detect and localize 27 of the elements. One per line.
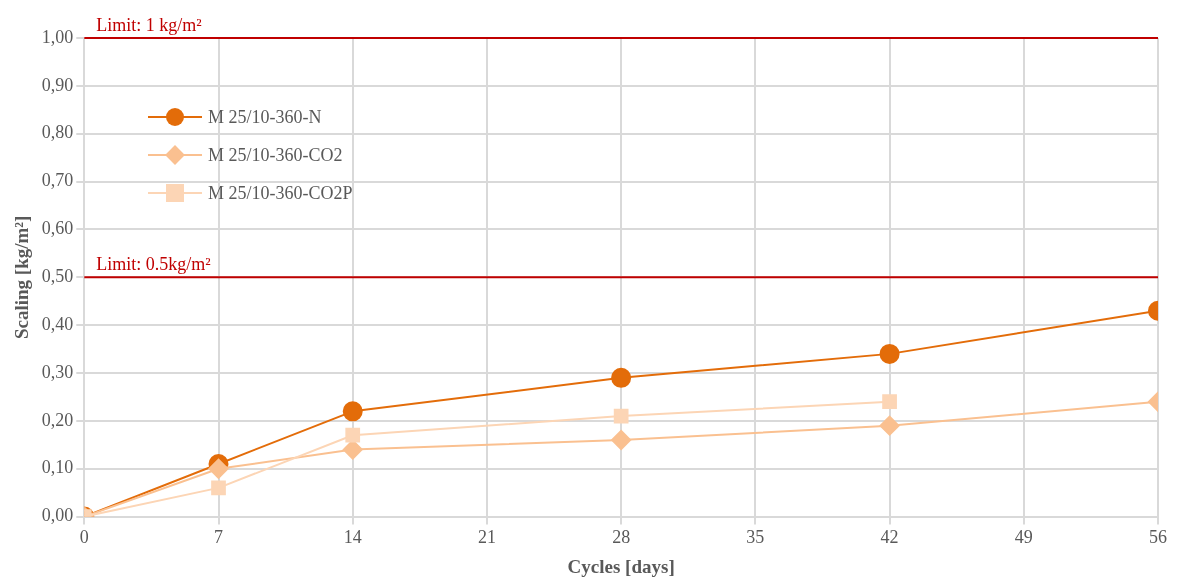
x-tick-label: 7: [214, 527, 224, 548]
y-tick-label: 0,80: [41, 122, 74, 143]
x-tick-label: 21: [477, 527, 496, 548]
x-tick-label: 56: [1149, 527, 1167, 548]
ref-line-label: Limit: 1 kg/m²: [96, 14, 202, 35]
ref-line-label: Limit: 0.5kg/m²: [96, 254, 211, 275]
y-tick-label: 0,90: [41, 74, 74, 95]
x-tick-label: 35: [746, 527, 765, 548]
y-tick-label: 0,10: [41, 457, 74, 478]
y-tick-label: 0,40: [41, 313, 74, 334]
x-tick-label: 42: [880, 527, 899, 548]
x-tick-label: 14: [343, 527, 362, 548]
x-axis-title: Cycles [days]: [567, 555, 675, 577]
y-tick-label: 0,20: [41, 409, 74, 430]
x-tick-label: 28: [612, 527, 631, 548]
y-tick-label: 0,30: [41, 361, 74, 382]
legend-label: M 25/10-360-CO2P: [208, 182, 353, 205]
legend-label: M 25/10-360-N: [208, 106, 322, 129]
x-tick-label: 49: [1014, 527, 1033, 548]
y-tick-label: 0,70: [41, 170, 74, 191]
y-tick-label: 1,00: [41, 26, 74, 47]
y-tick-label: 0,00: [41, 505, 74, 526]
legend-label: M 25/10-360-CO2: [208, 144, 343, 167]
y-axis-title: Scaling [kg/m²]: [11, 215, 33, 339]
y-tick-label: 0,60: [41, 218, 74, 239]
y-tick-label: 0,50: [41, 266, 74, 287]
x-tick-label: 0: [79, 527, 89, 548]
